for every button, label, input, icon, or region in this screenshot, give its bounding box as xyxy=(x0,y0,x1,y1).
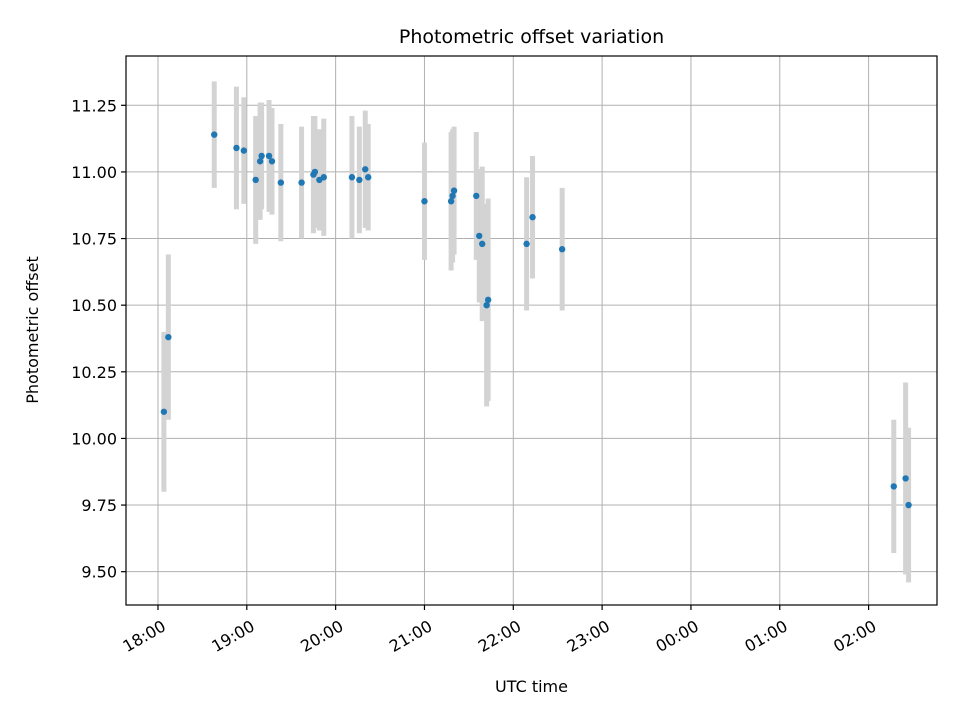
data-point xyxy=(473,192,480,200)
y-axis-label: Photometric offset xyxy=(23,256,42,404)
y-tick-label: 9.75 xyxy=(81,496,117,515)
data-point xyxy=(365,174,372,181)
y-tick-label: 10.50 xyxy=(71,296,117,315)
data-point xyxy=(484,296,492,304)
y-tick-label: 11.00 xyxy=(71,163,117,182)
data-point xyxy=(362,166,369,173)
data-point xyxy=(902,475,909,482)
y-tick-label: 10.75 xyxy=(71,230,117,249)
data-point xyxy=(483,301,490,309)
y-tick-label: 10.00 xyxy=(71,429,117,448)
data-point xyxy=(160,408,168,415)
data-point xyxy=(320,174,327,181)
data-point xyxy=(450,187,458,194)
data-point xyxy=(356,176,363,184)
data-point xyxy=(529,214,536,221)
data-point xyxy=(421,198,428,205)
data-point xyxy=(523,240,530,248)
y-axis-ticks: 9.50 9.75 10.00 10.25 10.50 10.75 11.00 11.25 xyxy=(71,96,126,582)
data-point xyxy=(348,174,356,181)
data-point xyxy=(256,158,264,165)
data-point xyxy=(277,179,285,186)
data-point xyxy=(311,168,319,176)
data-point xyxy=(265,152,273,160)
data-point xyxy=(558,246,566,253)
data-point xyxy=(240,147,248,154)
data-points xyxy=(160,131,912,509)
data-point xyxy=(890,483,897,490)
data-point xyxy=(252,176,259,184)
grid xyxy=(126,56,937,605)
y-tick-label: 9.50 xyxy=(81,563,117,582)
data-point xyxy=(476,232,483,240)
chart-title: Photometric offset variation xyxy=(399,26,664,48)
data-point xyxy=(268,158,276,165)
data-point xyxy=(298,179,305,186)
data-point xyxy=(449,192,456,200)
data-point xyxy=(447,198,455,205)
data-point xyxy=(233,144,240,152)
data-point xyxy=(165,333,172,341)
plot-frame xyxy=(125,55,938,606)
data-point xyxy=(211,131,218,138)
data-point xyxy=(905,501,912,509)
y-tick-label: 11.25 xyxy=(71,96,117,115)
data-point xyxy=(479,240,486,248)
x-axis-label: UTC time xyxy=(495,677,568,696)
data-point xyxy=(258,152,265,160)
y-tick-label: 10.25 xyxy=(71,363,117,382)
